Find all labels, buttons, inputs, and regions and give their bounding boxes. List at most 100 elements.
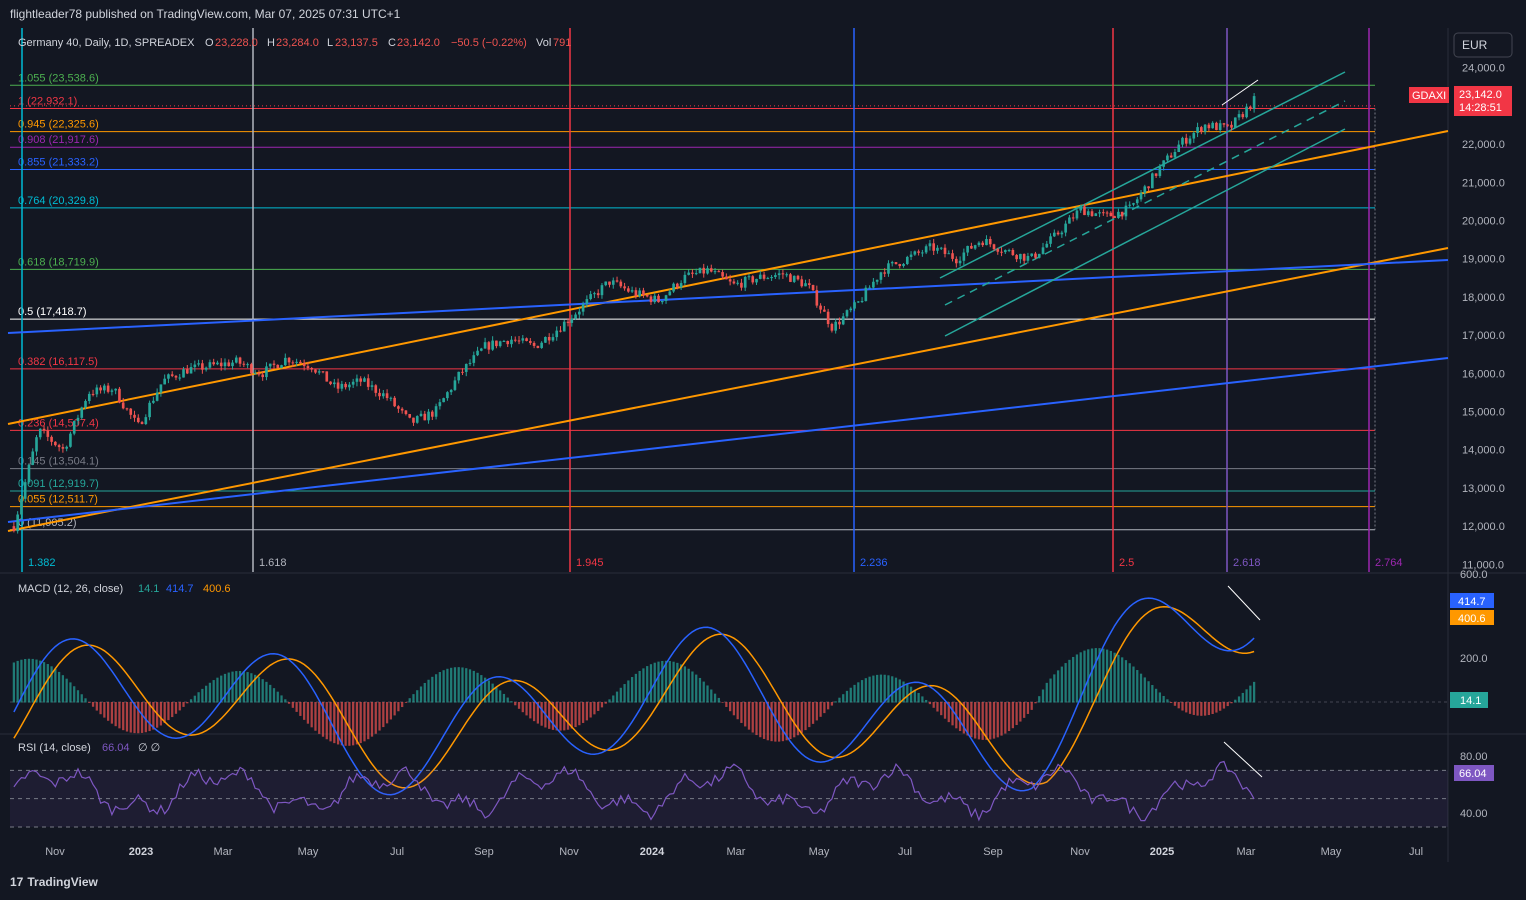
candle-body: [23, 482, 27, 499]
candle-body: [65, 446, 68, 449]
macd-hist-bar: [238, 670, 242, 703]
macd-hist-bar: [657, 661, 660, 703]
candle-body: [698, 267, 702, 274]
macd-divergence-line[interactable]: [1227, 585, 1261, 621]
macd-hist-bar: [314, 702, 317, 731]
candle-body: [498, 341, 502, 347]
macd-hist-bar: [932, 702, 935, 708]
candle-body: [668, 291, 672, 296]
macd-hist-bar: [1222, 702, 1226, 709]
candle-body: [517, 340, 521, 342]
candle-body: [578, 311, 581, 315]
macd-hist-bar: [879, 674, 883, 703]
candle-body: [1109, 212, 1113, 217]
macd-hist-bar: [257, 676, 261, 703]
candle-body: [1075, 210, 1079, 219]
macd-hist-bar: [12, 662, 16, 703]
candle-body: [321, 371, 325, 373]
macd-hist-bar: [774, 702, 777, 742]
macd-hist-bar: [570, 702, 573, 729]
fib-level-label: 1.055 (23,538.6): [18, 72, 99, 84]
macd-hist-bar: [600, 702, 604, 708]
time-fib-label: 1.618: [259, 557, 287, 569]
macd-y-tick: 200.0: [1460, 653, 1488, 665]
candle-body: [728, 279, 732, 282]
x-tick-label: Nov: [559, 846, 579, 858]
candle-body: [917, 251, 920, 253]
macd-hist-bar: [1094, 648, 1097, 703]
candle-body: [121, 402, 125, 409]
white-wedge-line[interactable]: [1221, 79, 1259, 106]
teal-channel-lower[interactable]: [944, 128, 1346, 337]
candle-body: [608, 281, 611, 285]
macd-hist-bar: [713, 693, 717, 703]
candle-body: [1124, 205, 1128, 217]
macd-hist-bar: [627, 680, 630, 703]
rsi-badge: [1454, 765, 1494, 781]
candle-body: [1064, 223, 1067, 233]
orange-channel-upper[interactable]: [7, 130, 1449, 425]
candle-body: [574, 314, 577, 319]
blue-trend-lower[interactable]: [7, 357, 1449, 523]
macd-line-value: 414.7: [166, 583, 194, 595]
y-tick-label: 14,000.0: [1462, 445, 1505, 457]
macd-badge-teal-text: 14.1: [1460, 695, 1481, 707]
candle-body: [740, 282, 743, 288]
candle-body: [1241, 114, 1245, 118]
macd-hist-bar: [374, 702, 377, 734]
tradingview-logo[interactable]: 17 TradingView: [10, 875, 98, 889]
macd-hist-bar: [393, 702, 396, 716]
candle-body: [653, 295, 657, 303]
macd-hist-bar: [231, 671, 234, 703]
candle-body: [404, 410, 408, 415]
candle-body: [170, 374, 174, 376]
macd-hist-bar: [201, 688, 204, 703]
candle-body: [231, 362, 234, 367]
macd-hist-bar: [359, 702, 362, 744]
candle-body: [363, 378, 366, 382]
macd-hist-bar: [981, 702, 984, 740]
candle-body: [495, 340, 498, 347]
macd-hist-bar: [103, 702, 106, 718]
macd-hist-bar: [401, 702, 404, 708]
rsi-divergence-line[interactable]: [1223, 741, 1263, 778]
macd-hist-bar: [303, 702, 306, 720]
candle-body: [250, 364, 253, 374]
macd-hist-bar: [868, 676, 871, 703]
candle-body: [845, 310, 849, 317]
candle-body: [87, 393, 91, 402]
macd-hist-bar: [679, 664, 683, 703]
teal-channel-upper[interactable]: [939, 71, 1346, 279]
macd-hist-bar: [431, 676, 434, 703]
macd-hist-bar: [525, 702, 528, 716]
candle-body: [838, 321, 841, 325]
macd-hist-bar: [1079, 652, 1082, 703]
macd-hist-bar: [962, 702, 965, 734]
candle-body: [634, 290, 638, 297]
macd-hist-bar: [860, 680, 864, 703]
macd-hist-bar: [612, 695, 615, 703]
candle-body: [823, 309, 826, 312]
macd-hist-bar: [31, 658, 34, 703]
candle-body: [419, 413, 423, 417]
candle-body: [985, 238, 988, 246]
macd-hist-bar: [1060, 666, 1063, 703]
ticker-badge: [1409, 87, 1449, 103]
macd-hist-bar: [152, 702, 155, 730]
macd-hist-bar: [1147, 681, 1150, 703]
macd-hist-bar: [1128, 663, 1131, 703]
candle-body: [253, 373, 257, 375]
macd-hist-bar: [1234, 699, 1237, 703]
blue-trend-upper[interactable]: [7, 259, 1449, 334]
candle-body: [483, 342, 487, 349]
candle-body: [125, 408, 129, 410]
orange-channel-lower[interactable]: [7, 247, 1449, 532]
candle-body: [819, 305, 822, 310]
teal-channel-mid[interactable]: [944, 100, 1346, 306]
candle-body: [155, 392, 159, 401]
macd-hist-bar: [1034, 702, 1037, 704]
candle-body: [268, 363, 272, 367]
candle-body: [981, 242, 985, 246]
currency-button[interactable]: [1453, 32, 1513, 58]
